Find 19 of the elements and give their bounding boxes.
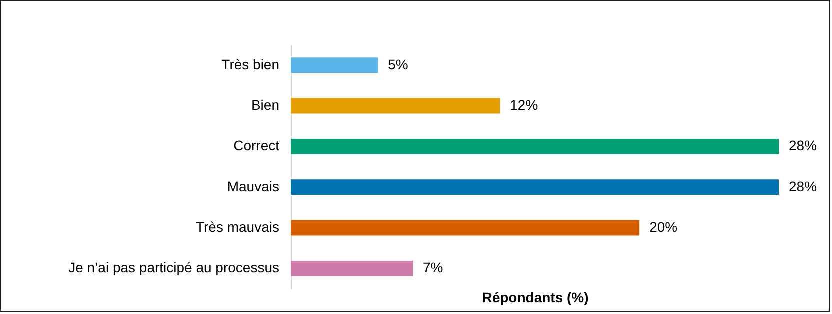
data-label: 20%	[650, 219, 678, 235]
bar	[291, 260, 413, 276]
bar	[291, 98, 500, 114]
y-tick-label: Je n’ai pas participé au processus	[68, 260, 280, 276]
data-label: 28%	[789, 178, 818, 194]
data-label: 7%	[423, 260, 444, 276]
x-axis-title: Répondants (%)	[482, 290, 589, 306]
bar	[291, 138, 779, 154]
y-tick-label: Bien	[251, 97, 280, 113]
y-tick-label: Correct	[234, 138, 280, 154]
data-label: 12%	[510, 97, 538, 113]
y-tick-label: Mauvais	[227, 178, 280, 194]
bar	[291, 220, 640, 236]
bar	[291, 180, 779, 196]
data-label: 28%	[789, 138, 818, 154]
y-tick-label: Très bien	[222, 56, 280, 72]
y-tick-label: Très mauvais	[196, 219, 280, 235]
bar	[291, 58, 378, 74]
data-label: 5%	[388, 56, 408, 72]
